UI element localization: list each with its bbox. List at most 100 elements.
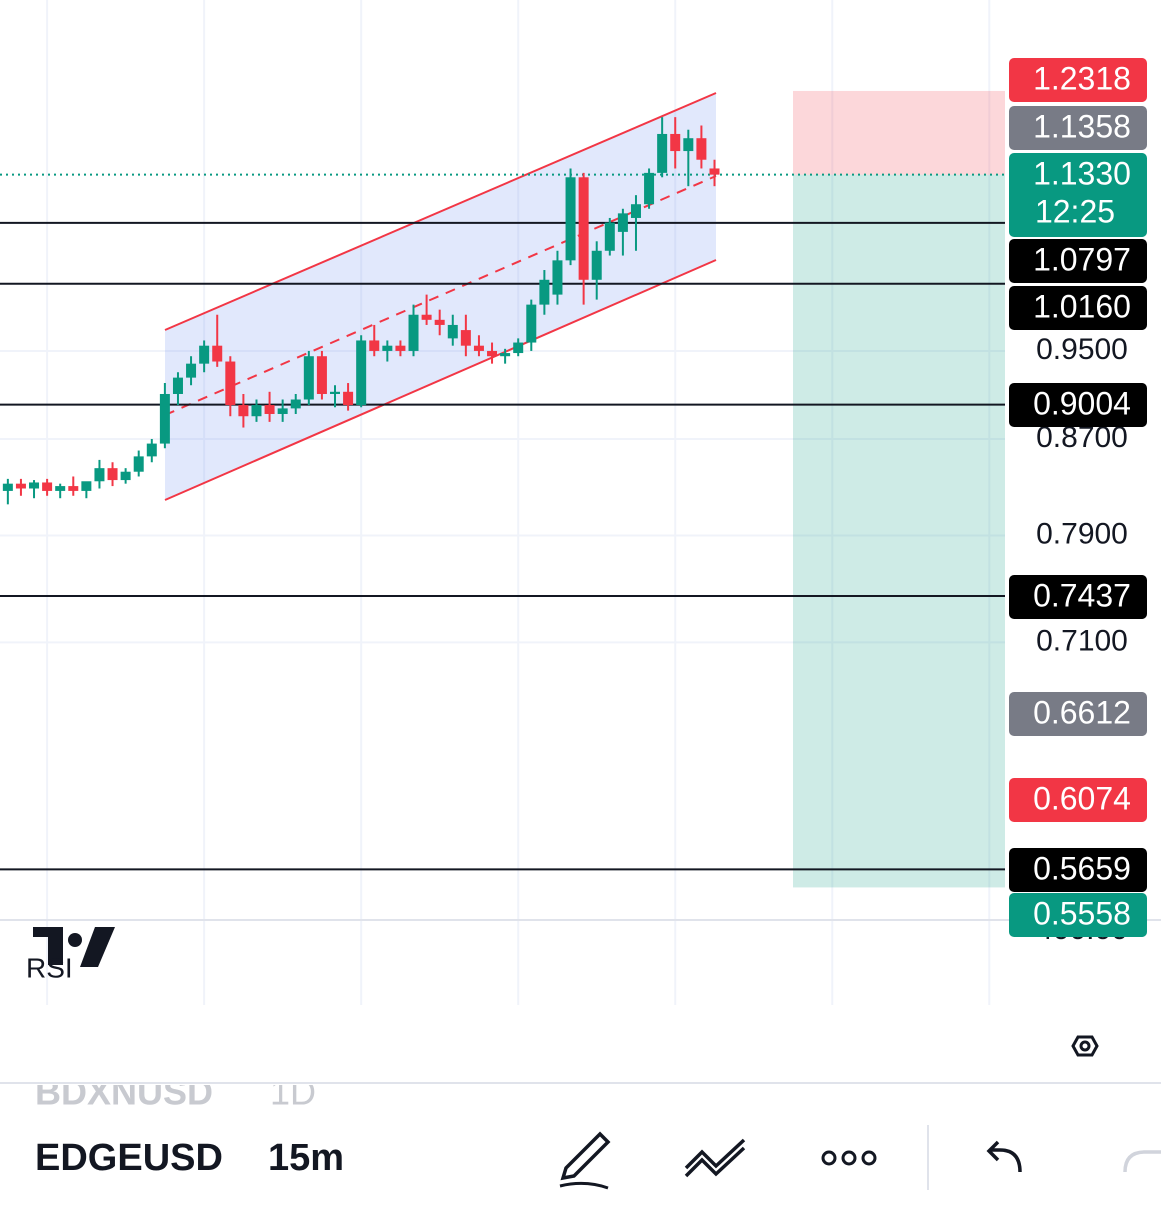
candle-body (81, 481, 92, 491)
candle-body (447, 324, 458, 339)
countdown: 12:25 (1035, 193, 1115, 229)
candle-body (369, 340, 380, 351)
candle-body (15, 483, 26, 489)
channel-top (164, 92, 717, 331)
candle-body (356, 340, 367, 406)
price-tag (1009, 575, 1147, 619)
channel-fill (165, 93, 716, 500)
candle-body (316, 356, 327, 394)
price-tag (1009, 383, 1147, 427)
candles (2, 117, 720, 505)
draw-button[interactable] (559, 1131, 611, 1190)
y-tick-label: 0.9500 (1036, 333, 1128, 366)
target-zone (793, 174, 1005, 888)
prev-interval[interactable]: 1D (270, 1072, 316, 1113)
dot[interactable] (821, 1150, 837, 1166)
candle-body (657, 133, 668, 173)
logo-part (80, 927, 115, 967)
candle-body (696, 138, 707, 160)
candle-body (225, 361, 236, 406)
candle-body (186, 363, 197, 378)
price-tag (1009, 848, 1147, 892)
price-tag-label: 0.9004 (1033, 385, 1131, 421)
settings-button[interactable] (1071, 1035, 1099, 1057)
candle-body (500, 353, 511, 357)
y-tick-label: 0.7900 (1036, 517, 1128, 550)
price-tag-label: 1.2318 (1033, 60, 1131, 96)
price-tag-label: 0.6612 (1033, 694, 1131, 730)
candle-body (382, 345, 393, 351)
indicators-icon[interactable] (684, 1138, 746, 1178)
symbol[interactable]: EDGEUSD (35, 1137, 223, 1179)
price-tag-label: 0.5659 (1033, 850, 1131, 886)
price-tag (1009, 153, 1147, 237)
dot[interactable] (841, 1150, 857, 1166)
candle-body (120, 471, 131, 481)
price-tag (1009, 58, 1147, 102)
price-tag (1009, 778, 1147, 822)
candle-body (29, 482, 40, 489)
settings-icon[interactable] (1071, 1035, 1099, 1057)
logo-part (68, 933, 82, 947)
logo-part (48, 927, 63, 965)
candle-body (552, 260, 563, 295)
candle-body (408, 314, 419, 351)
candle-body (513, 342, 524, 354)
candle-body (264, 405, 275, 414)
candle-body (709, 168, 720, 175)
toolbar: BDXNUSD 1D EDGEUSD 15m (35, 1072, 344, 1179)
pencil-icon[interactable] (560, 1131, 611, 1181)
candle-body (421, 314, 432, 320)
price-tag-label: 1.1358 (1033, 108, 1131, 144)
candle-body (644, 172, 655, 205)
price-tag-label: 1.1330 (1033, 155, 1131, 191)
candle-body (578, 177, 589, 280)
price-tag (1009, 692, 1147, 736)
candle-body (460, 330, 471, 346)
interval[interactable]: 15m (268, 1137, 344, 1179)
undo-icon[interactable] (986, 1140, 1022, 1173)
more-button[interactable] (821, 1150, 877, 1166)
candle-body (565, 177, 576, 261)
candle-body (330, 391, 340, 394)
candle-body (2, 483, 13, 491)
price-tag-label: 0.7437 (1033, 577, 1131, 613)
price-tag (1009, 239, 1147, 283)
candle-body (238, 405, 249, 417)
prev-symbol[interactable]: BDXNUSD (35, 1072, 213, 1113)
candle-body (630, 204, 641, 218)
candle-body (146, 443, 157, 457)
price-tag-label: 1.0160 (1033, 288, 1131, 324)
candle-body (107, 468, 118, 481)
redo-icon[interactable] (1123, 1150, 1161, 1173)
candle-body (199, 345, 210, 364)
candle-body (42, 482, 53, 491)
candle-body (670, 133, 681, 152)
dot[interactable] (861, 1150, 877, 1166)
candle-body (290, 399, 301, 409)
candle-body (55, 486, 66, 491)
tv-logo (33, 927, 115, 967)
candle-body (159, 393, 170, 444)
candle-body (604, 222, 615, 251)
candle-body (277, 408, 288, 414)
price-tag (1009, 106, 1147, 150)
price-axis: 0.95000.87000.79000.71001.23181.13581.13… (1009, 58, 1147, 937)
rsi-label: RSI (26, 952, 73, 983)
candle-body (133, 456, 144, 472)
price-tag (1009, 286, 1147, 330)
settings-icon-dot (1079, 1040, 1091, 1052)
candle-body (617, 213, 628, 232)
price-tag-label: 0.6074 (1033, 780, 1131, 816)
candle-body (539, 279, 550, 305)
candle-body (434, 319, 445, 325)
candle-body (212, 345, 223, 362)
stop-zone (793, 90, 1005, 175)
candle-body (94, 468, 105, 482)
candle-body (473, 345, 484, 351)
candle-body (251, 405, 262, 417)
channel (164, 92, 717, 501)
price-tag-label: 1.0797 (1033, 241, 1131, 277)
pencil-stroke (559, 1181, 609, 1190)
